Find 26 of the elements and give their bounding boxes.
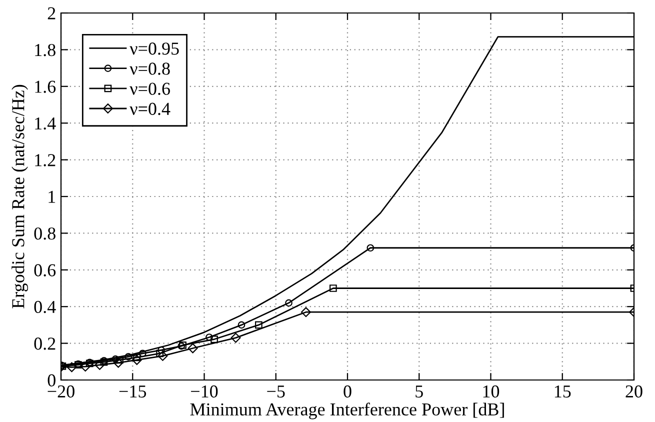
x-tick-label: −15 bbox=[119, 385, 146, 398]
x-tick-label: 15 bbox=[554, 385, 571, 398]
x-tick-label: −10 bbox=[191, 385, 218, 398]
x-axis-title: Minimum Average Interference Power [dB] bbox=[190, 402, 504, 420]
y-tick-label: 0.8 bbox=[34, 227, 56, 240]
legend-label: ν=0.95 bbox=[130, 42, 179, 55]
y-tick-label: 0.2 bbox=[34, 338, 56, 350]
legend-label: ν=0.4 bbox=[130, 102, 170, 116]
y-tick-label: 0.6 bbox=[34, 264, 56, 276]
y-tick-label: 1.2 bbox=[35, 154, 56, 166]
y-tick-label: 2 bbox=[48, 7, 56, 20]
legend-label: ν=0.8 bbox=[130, 62, 170, 75]
x-tick-label: −5 bbox=[267, 386, 285, 398]
x-tick-label: 20 bbox=[626, 385, 642, 398]
y-tick-label: 1 bbox=[48, 190, 56, 203]
y-axis-title: Ergodic Sum Rate (nat/sec/Hz) bbox=[12, 84, 28, 308]
y-tick-label: 1.8 bbox=[35, 44, 56, 56]
y-tick-label: 1.4 bbox=[35, 117, 56, 130]
x-tick-label: 0 bbox=[344, 385, 352, 398]
x-tick-label: −20 bbox=[48, 385, 74, 398]
y-tick-label: 0 bbox=[48, 374, 56, 386]
x-tick-label: 10 bbox=[483, 385, 500, 398]
legend-label: ν=0.6 bbox=[130, 82, 170, 95]
y-tick-label: 1.6 bbox=[35, 80, 56, 93]
y-tick-label: 0.4 bbox=[34, 300, 56, 314]
x-tick-label: 5 bbox=[416, 386, 423, 398]
